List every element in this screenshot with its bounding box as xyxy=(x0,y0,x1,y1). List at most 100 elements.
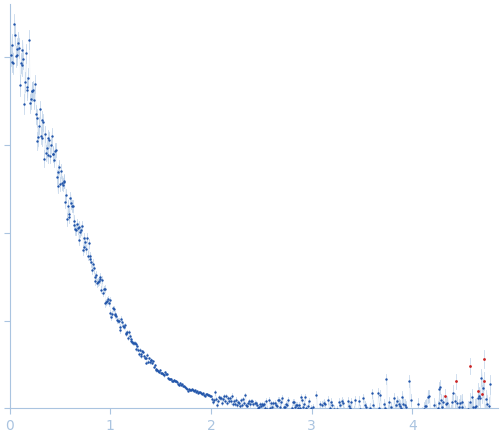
Point xyxy=(209,397,217,404)
Point xyxy=(87,259,95,266)
Point xyxy=(457,398,465,405)
Point xyxy=(285,413,293,420)
Point xyxy=(445,412,453,419)
Point xyxy=(336,401,344,408)
Point xyxy=(83,234,91,241)
Point xyxy=(230,400,238,407)
Point xyxy=(359,395,367,402)
Point xyxy=(70,221,78,228)
Point xyxy=(93,279,101,286)
Point xyxy=(81,239,89,246)
Point xyxy=(294,402,302,409)
Point xyxy=(43,145,51,152)
Point xyxy=(338,399,346,406)
Point xyxy=(122,330,130,337)
Point xyxy=(481,428,489,435)
Point xyxy=(9,58,17,65)
Point xyxy=(329,408,337,415)
Point xyxy=(10,21,18,28)
Point xyxy=(441,401,449,408)
Point xyxy=(24,87,32,94)
Point xyxy=(394,401,402,408)
Point xyxy=(120,323,128,330)
Point xyxy=(206,392,214,399)
Point xyxy=(117,315,125,322)
Point xyxy=(384,399,392,406)
Point xyxy=(21,78,29,85)
Point xyxy=(383,407,391,414)
Point xyxy=(15,45,23,52)
Point xyxy=(437,404,445,411)
Point xyxy=(269,400,277,407)
Point xyxy=(240,392,248,399)
Point xyxy=(390,406,398,413)
Point xyxy=(481,396,489,403)
Point xyxy=(459,416,467,423)
Point xyxy=(370,406,378,413)
Point xyxy=(73,221,81,228)
Point xyxy=(91,273,99,280)
Point xyxy=(439,421,447,428)
Point xyxy=(158,371,166,378)
Point xyxy=(40,155,48,162)
Point xyxy=(475,428,483,435)
Point xyxy=(260,400,268,407)
Point xyxy=(454,404,462,411)
Point xyxy=(56,180,64,187)
Point xyxy=(436,407,444,414)
Point xyxy=(344,402,352,409)
Point xyxy=(110,305,118,312)
Point xyxy=(255,403,263,410)
Point xyxy=(190,387,198,394)
Point xyxy=(482,401,490,408)
Point xyxy=(372,412,380,419)
Point xyxy=(388,410,396,417)
Point xyxy=(451,378,459,385)
Point xyxy=(145,354,153,361)
Point xyxy=(176,381,184,388)
Point xyxy=(86,253,94,260)
Point xyxy=(262,397,270,404)
Point xyxy=(61,198,69,205)
Point xyxy=(403,410,411,417)
Point xyxy=(166,376,174,383)
Point xyxy=(447,399,455,406)
Point xyxy=(389,395,397,402)
Point xyxy=(201,391,209,398)
Point xyxy=(191,388,199,395)
Point xyxy=(455,400,463,407)
Point xyxy=(220,398,228,405)
Point xyxy=(347,399,355,406)
Point xyxy=(37,132,45,139)
Point xyxy=(147,356,155,363)
Point xyxy=(353,411,361,418)
Point xyxy=(462,416,470,423)
Point xyxy=(186,386,194,393)
Point xyxy=(100,286,108,293)
Point xyxy=(212,402,220,409)
Point xyxy=(409,415,417,422)
Point xyxy=(90,265,98,272)
Point xyxy=(196,390,204,397)
Point xyxy=(47,142,55,149)
Point xyxy=(243,402,251,409)
Point xyxy=(99,289,107,296)
Point xyxy=(407,413,415,420)
Point xyxy=(8,42,16,49)
Point xyxy=(267,400,275,407)
Point xyxy=(11,31,19,38)
Point xyxy=(105,299,113,306)
Point xyxy=(200,392,208,399)
Point xyxy=(367,390,375,397)
Point xyxy=(296,393,304,400)
Point xyxy=(90,277,98,284)
Point xyxy=(446,409,454,416)
Point xyxy=(65,214,73,221)
Point xyxy=(274,396,282,403)
Point xyxy=(380,404,388,411)
Point xyxy=(400,401,408,408)
Point xyxy=(462,406,470,413)
Point xyxy=(208,399,216,406)
Point xyxy=(63,216,71,223)
Point xyxy=(33,115,41,122)
